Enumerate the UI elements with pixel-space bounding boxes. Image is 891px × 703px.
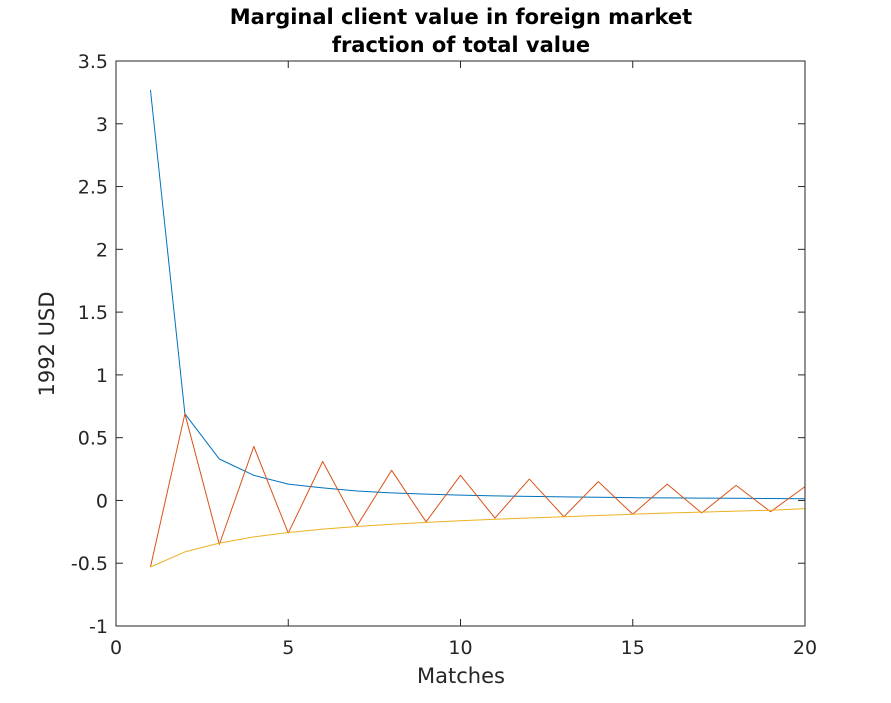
x-tick-label: 20 xyxy=(793,637,817,659)
series-layer xyxy=(149,89,806,568)
chart-title: Marginal client value in foreign market xyxy=(230,5,692,29)
x-tick-label: 0 xyxy=(110,637,122,659)
series-line-2 xyxy=(149,413,806,568)
y-tick-label: 2.5 xyxy=(78,177,108,199)
y-tick-label: -1 xyxy=(89,616,108,638)
x-axis-label: Matches xyxy=(417,664,505,688)
x-tick-label: 10 xyxy=(448,637,472,659)
y-tick-label: 0.5 xyxy=(78,428,108,450)
y-tick-label: 0 xyxy=(96,490,108,512)
series-line-1 xyxy=(149,89,806,500)
y-tick-label: 1 xyxy=(96,365,108,387)
y-axis-label: 1992 USD xyxy=(35,292,59,397)
plot-area xyxy=(116,61,805,626)
y-tick-label: 3 xyxy=(96,114,108,136)
tick-layer: 0 5 10 15 20 -1 -0.5 0 0.5 1 1.5 2 2.5 3 3.5 xyxy=(71,51,817,659)
y-tick-label: 3.5 xyxy=(78,51,108,73)
chart-subtitle: fraction of total value xyxy=(332,33,590,57)
x-tick-label: 5 xyxy=(282,637,294,659)
x-tick-label: 15 xyxy=(621,637,645,659)
y-tick-label: 1.5 xyxy=(78,302,108,324)
y-tick-label: 2 xyxy=(96,239,108,261)
y-tick-label: -0.5 xyxy=(71,553,108,575)
series-line-3 xyxy=(150,508,806,568)
